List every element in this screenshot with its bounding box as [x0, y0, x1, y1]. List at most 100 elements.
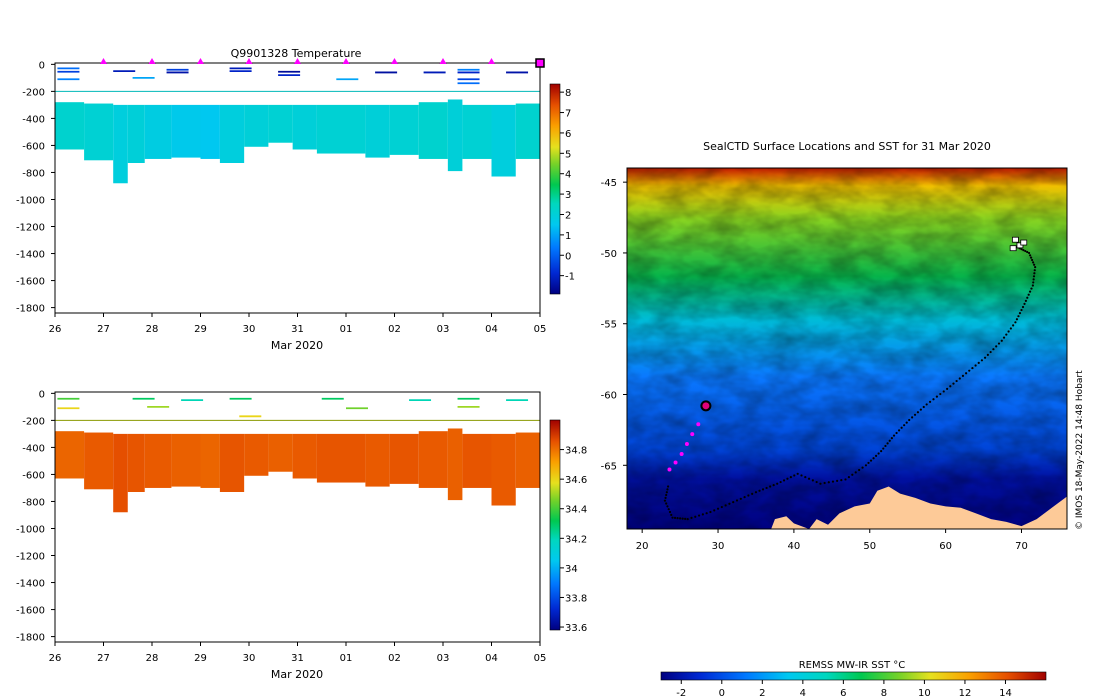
- track-point: [965, 372, 968, 375]
- track-point: [697, 514, 701, 517]
- colorbar-tick-label: 4: [565, 170, 571, 181]
- track-point: [864, 464, 868, 467]
- x-tick-label: 28: [146, 324, 159, 335]
- track-point: [1024, 249, 1027, 253]
- y-tick-label: -600: [22, 141, 45, 152]
- colorbar-tick-label: -1: [565, 272, 575, 283]
- sst-colorbar-tick-label: 8: [881, 688, 887, 699]
- y-tick-label: -200: [22, 416, 45, 427]
- track-point: [694, 515, 697, 518]
- track-point: [844, 478, 847, 481]
- track-point: [977, 361, 980, 364]
- track-point: [827, 481, 830, 484]
- track-point: [1005, 333, 1008, 336]
- track-point: [952, 382, 955, 385]
- track-point: [666, 488, 669, 491]
- track-point: [739, 497, 742, 500]
- y-tick-label: -1800: [16, 304, 45, 315]
- sst-colorbar: [661, 672, 1046, 680]
- x-tick-label: 27: [97, 324, 110, 335]
- track-point: [1033, 263, 1036, 266]
- track-point: [713, 509, 716, 512]
- recent-positions: [667, 422, 701, 472]
- section-cell-14: [418, 102, 448, 159]
- track-point: [819, 482, 822, 485]
- track-point: [1031, 258, 1034, 262]
- salinity-y-axis: 0 -200 -400 -600 -800 -1000 -1200 -1400 -1600 -18…: [16, 389, 55, 644]
- track-point: [779, 480, 782, 484]
- track-point: [1026, 296, 1029, 299]
- track-point: [667, 508, 670, 511]
- profile-marker-1: [148, 58, 156, 64]
- sst-colorbar-ticks: -2 0 2 4 6 8 10 12 14: [660, 671, 1047, 699]
- track-point: [946, 387, 949, 390]
- x-tick-label: 02: [388, 653, 401, 664]
- sst-colorbar-tick-label: 6: [840, 688, 846, 699]
- colorbar-tick-label: 34.6: [565, 475, 587, 486]
- track-point: [1020, 308, 1023, 312]
- section-cell-2: [113, 104, 128, 184]
- sst-colorbar-tick-label: 2: [759, 688, 765, 699]
- map-frame: [626, 167, 1068, 530]
- colorbar-tick-label: 34.4: [565, 505, 587, 516]
- track-point: [1033, 269, 1036, 272]
- track-point: [949, 385, 952, 388]
- lon-tick-label: 40: [788, 541, 801, 552]
- sst-texture: [627, 168, 1067, 529]
- temperature-plot-title: Q9901328 Temperature: [231, 47, 362, 60]
- lon-tick-label: 50: [863, 541, 876, 552]
- track-point: [874, 454, 878, 457]
- track-point: [1027, 293, 1030, 296]
- track-point: [1020, 248, 1023, 251]
- colorbar-tick-label: 3: [565, 190, 571, 201]
- track-point: [786, 477, 789, 480]
- track-point: [679, 517, 682, 520]
- track-point: [1021, 305, 1025, 309]
- section-cell-17: [491, 104, 516, 177]
- track-point: [925, 403, 928, 406]
- x-tick-label: 01: [340, 324, 353, 335]
- track-point: [1000, 339, 1003, 342]
- track-point: [928, 400, 932, 403]
- track-point: [666, 505, 669, 508]
- track-point: [807, 477, 811, 480]
- track-point: [1012, 324, 1015, 327]
- island-mark: [1012, 236, 1019, 243]
- track-point: [935, 395, 938, 398]
- x-tick-label: 03: [437, 324, 450, 335]
- antarctic-land: [627, 486, 1067, 529]
- recent-point: [679, 451, 684, 456]
- lat-tick-label: -50: [601, 249, 617, 260]
- track-point: [916, 411, 920, 414]
- track-point: [716, 507, 720, 510]
- track-point: [932, 398, 935, 401]
- sst-colorbar-tick-label: 0: [719, 688, 725, 699]
- recent-point: [684, 442, 689, 447]
- track-point: [971, 366, 974, 370]
- track-point: [796, 472, 799, 475]
- x-tick-label: 03: [437, 653, 450, 664]
- track-point: [911, 416, 914, 419]
- track-point: [811, 479, 814, 482]
- track-point: [961, 374, 965, 377]
- x-tick-label: 30: [243, 324, 256, 335]
- track-point: [1032, 261, 1035, 264]
- y-tick-label: -1200: [16, 552, 45, 563]
- track-point: [684, 517, 687, 520]
- track-point: [705, 512, 708, 515]
- track-point: [942, 390, 945, 393]
- lon-tick-label: 70: [1015, 541, 1028, 552]
- profile-marker-5: [342, 58, 350, 64]
- y-tick-label: -800: [22, 497, 45, 508]
- track-point: [968, 369, 971, 372]
- track-point: [995, 345, 998, 348]
- colorbar-tick-label: 33.8: [565, 593, 587, 604]
- track-point: [665, 493, 668, 497]
- track-point: [1018, 312, 1022, 315]
- section-cell-13: [389, 104, 419, 155]
- track-point: [686, 517, 689, 521]
- profile-marker-2: [197, 58, 204, 64]
- salinity-plot-frame: [54, 391, 541, 643]
- track-point: [804, 475, 807, 479]
- profile-marker-0: [100, 58, 107, 64]
